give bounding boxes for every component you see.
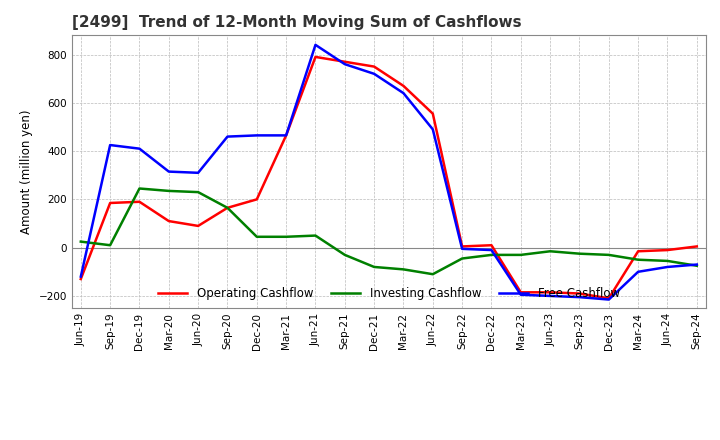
Legend: Operating Cashflow, Investing Cashflow, Free Cashflow: Operating Cashflow, Investing Cashflow, …: [153, 282, 625, 305]
Operating Cashflow: [164, 218, 173, 224]
Operating Cashflow: [223, 205, 232, 210]
Operating Cashflow: [341, 59, 349, 64]
Operating Cashflow: [282, 133, 290, 138]
Free Cashflow: [546, 293, 554, 299]
Operating Cashflow: [135, 199, 144, 205]
Free Cashflow: [135, 146, 144, 151]
Free Cashflow: [634, 269, 642, 275]
Investing Cashflow: [693, 263, 701, 268]
Operating Cashflow: [399, 83, 408, 88]
Free Cashflow: [194, 170, 202, 176]
Investing Cashflow: [370, 264, 379, 270]
Investing Cashflow: [399, 267, 408, 272]
Free Cashflow: [282, 133, 290, 138]
Investing Cashflow: [311, 233, 320, 238]
Investing Cashflow: [135, 186, 144, 191]
Operating Cashflow: [634, 249, 642, 254]
Investing Cashflow: [253, 234, 261, 239]
Free Cashflow: [605, 297, 613, 302]
Investing Cashflow: [605, 252, 613, 257]
Investing Cashflow: [164, 188, 173, 194]
Investing Cashflow: [458, 256, 467, 261]
Investing Cashflow: [341, 252, 349, 257]
Investing Cashflow: [223, 205, 232, 210]
Operating Cashflow: [458, 244, 467, 249]
Free Cashflow: [458, 246, 467, 252]
Y-axis label: Amount (million yen): Amount (million yen): [20, 110, 33, 234]
Investing Cashflow: [487, 252, 496, 257]
Operating Cashflow: [605, 296, 613, 301]
Operating Cashflow: [370, 64, 379, 69]
Investing Cashflow: [663, 258, 672, 264]
Investing Cashflow: [428, 271, 437, 277]
Operating Cashflow: [194, 223, 202, 228]
Free Cashflow: [399, 91, 408, 96]
Investing Cashflow: [106, 242, 114, 248]
Free Cashflow: [428, 127, 437, 132]
Investing Cashflow: [575, 251, 584, 257]
Free Cashflow: [341, 62, 349, 67]
Operating Cashflow: [76, 276, 85, 282]
Free Cashflow: [663, 264, 672, 270]
Operating Cashflow: [253, 197, 261, 202]
Investing Cashflow: [282, 234, 290, 239]
Free Cashflow: [575, 294, 584, 300]
Operating Cashflow: [106, 200, 114, 205]
Free Cashflow: [487, 247, 496, 253]
Line: Operating Cashflow: Operating Cashflow: [81, 57, 697, 298]
Free Cashflow: [253, 133, 261, 138]
Operating Cashflow: [575, 291, 584, 296]
Operating Cashflow: [693, 244, 701, 249]
Operating Cashflow: [428, 111, 437, 116]
Free Cashflow: [516, 292, 525, 297]
Free Cashflow: [164, 169, 173, 174]
Operating Cashflow: [311, 54, 320, 59]
Free Cashflow: [311, 42, 320, 48]
Operating Cashflow: [516, 290, 525, 295]
Line: Free Cashflow: Free Cashflow: [81, 45, 697, 300]
Operating Cashflow: [487, 242, 496, 248]
Investing Cashflow: [76, 239, 85, 244]
Operating Cashflow: [663, 247, 672, 253]
Free Cashflow: [106, 143, 114, 148]
Investing Cashflow: [546, 249, 554, 254]
Free Cashflow: [370, 71, 379, 77]
Line: Investing Cashflow: Investing Cashflow: [81, 188, 697, 274]
Free Cashflow: [693, 262, 701, 267]
Investing Cashflow: [516, 252, 525, 257]
Free Cashflow: [223, 134, 232, 139]
Operating Cashflow: [546, 290, 554, 295]
Investing Cashflow: [194, 190, 202, 195]
Text: [2499]  Trend of 12-Month Moving Sum of Cashflows: [2499] Trend of 12-Month Moving Sum of C…: [72, 15, 521, 30]
Investing Cashflow: [634, 257, 642, 262]
Free Cashflow: [76, 274, 85, 279]
